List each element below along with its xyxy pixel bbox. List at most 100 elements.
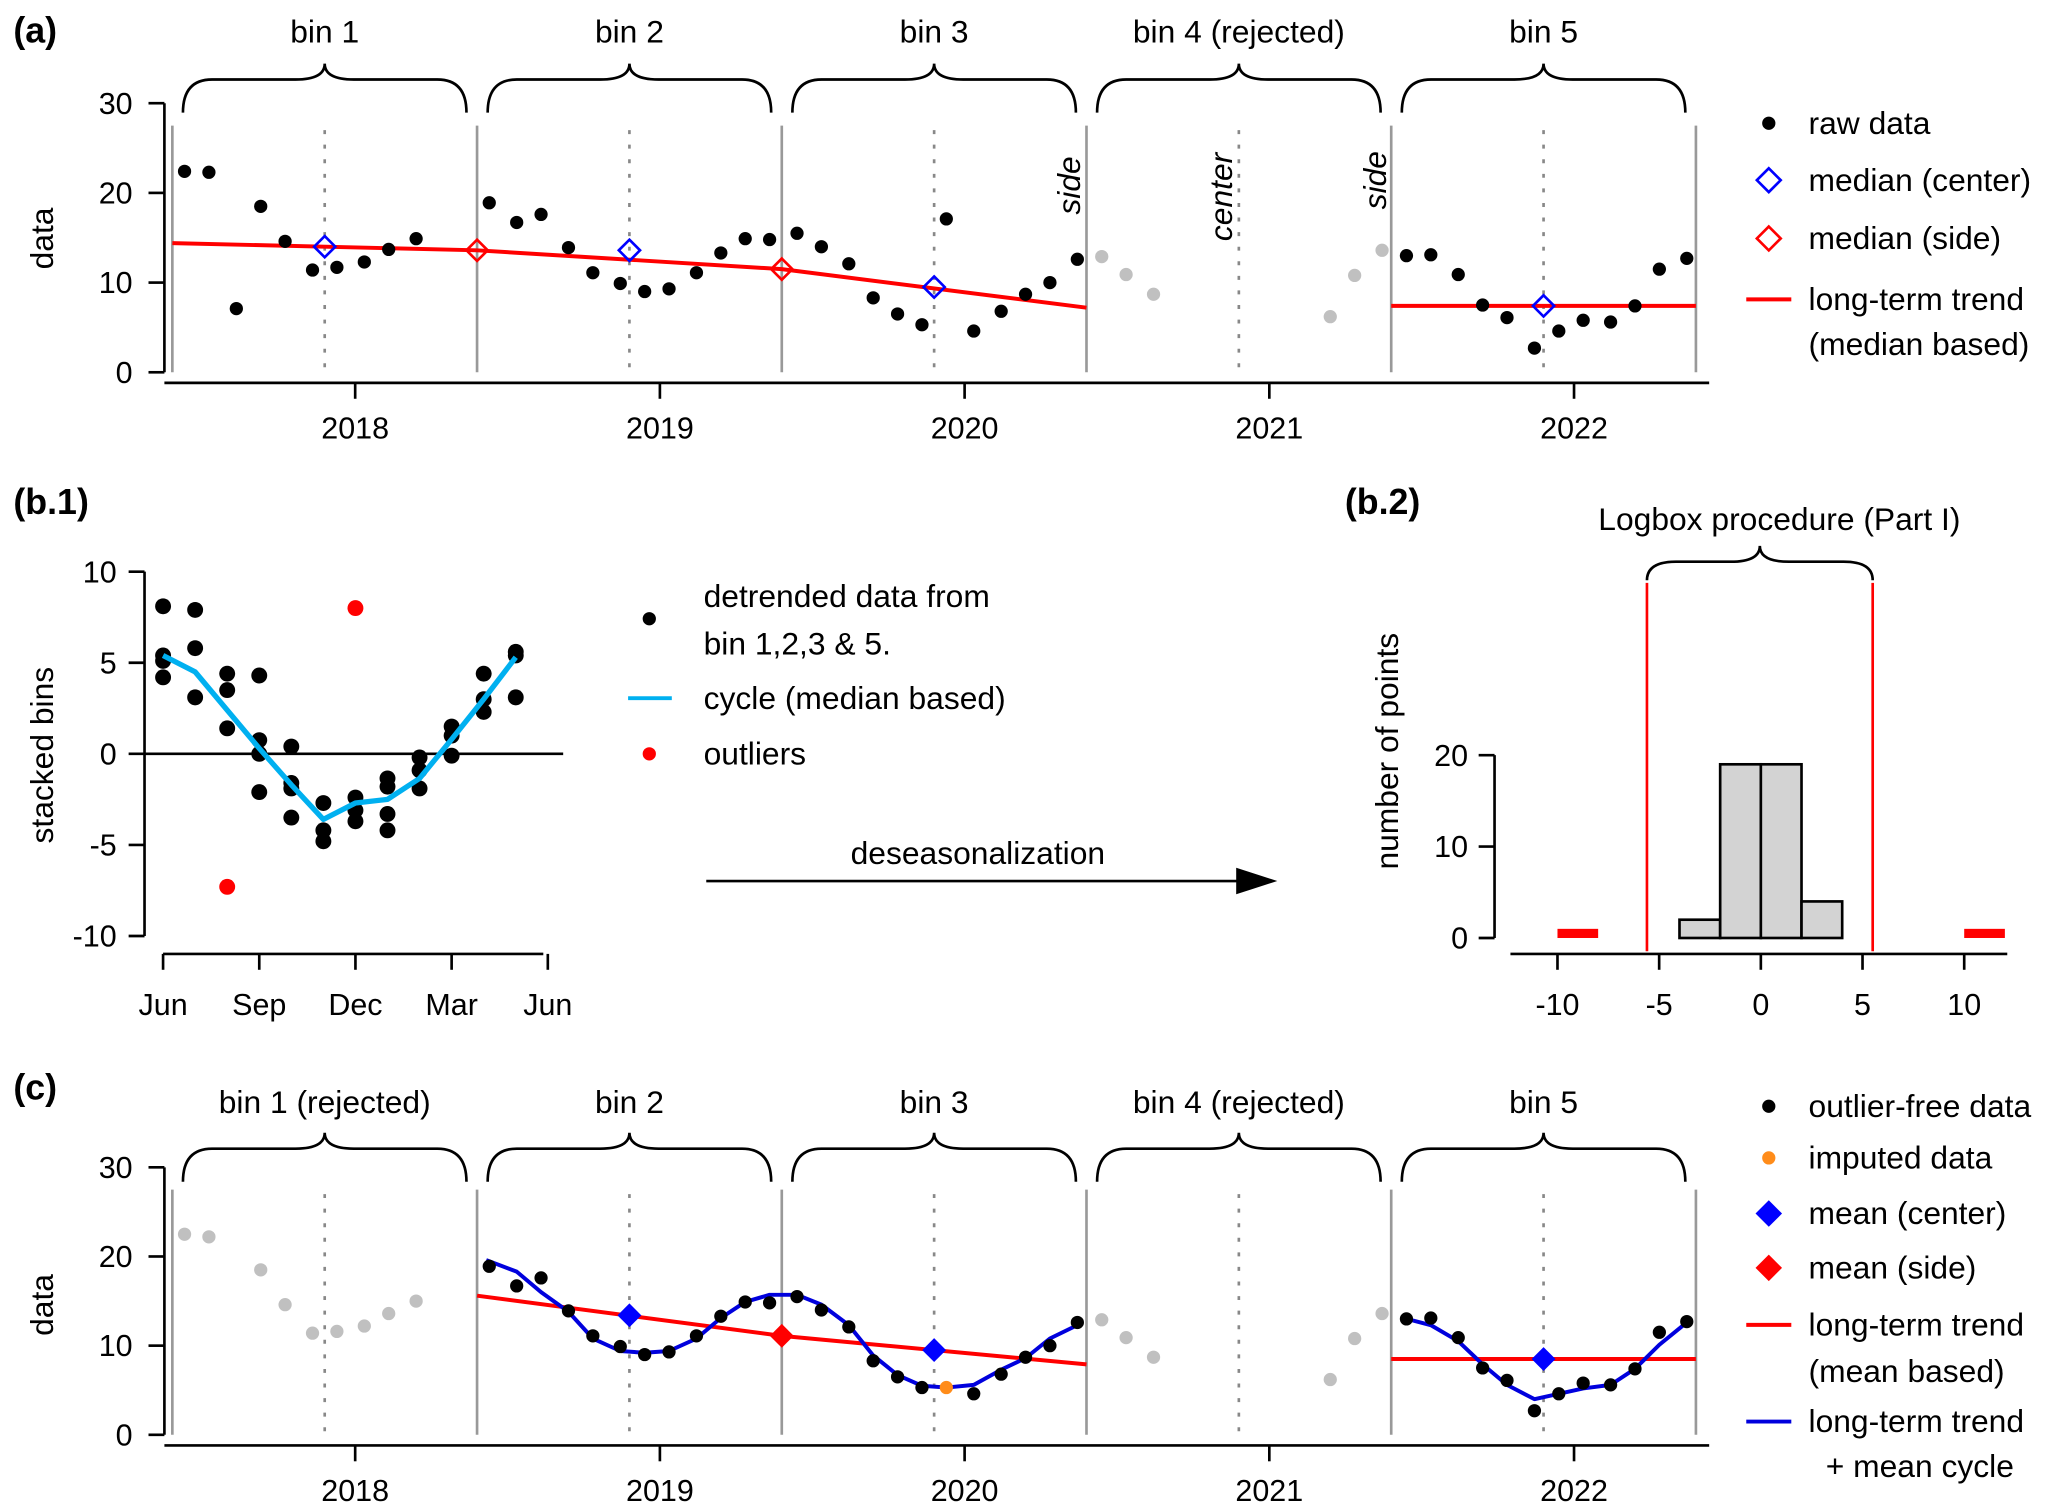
panel-c-outlier-free-point — [866, 1354, 880, 1368]
panel-b2-y-tick-label: 20 — [1434, 739, 1468, 773]
panel-c-rejected-point — [1095, 1313, 1109, 1327]
panel-a-raw-point — [1628, 299, 1642, 313]
panel-a-raw-point — [790, 226, 804, 240]
panel_a-x-tick-label: 2021 — [1235, 412, 1303, 446]
panel_a-bin-label: bin 4 (rejected) — [1133, 13, 1345, 49]
panel-a-raw-point — [714, 246, 728, 260]
panel-c-outlier-free-point — [1527, 1404, 1542, 1418]
panel_a-bin-label: bin 3 — [900, 13, 969, 49]
legend-mean-side-marker — [1755, 1254, 1783, 1282]
panel-a-raw-point — [482, 196, 496, 210]
panel-c-outlier-free-point — [1628, 1362, 1642, 1376]
panel-a-raw-point — [689, 266, 704, 280]
legend-detrended-line2: bin 1,2,3 & 5. — [704, 625, 891, 661]
panel-b2-histogram-bar — [1759, 762, 1803, 940]
panel-a-median-center — [312, 234, 338, 260]
panel-c-outlier-free-point — [1424, 1311, 1438, 1325]
panel-a-raw-point — [229, 301, 243, 316]
panel-a-raw-point — [662, 282, 676, 296]
legend-cycle: cycle (median based) — [704, 680, 1006, 716]
panel_a-bin-label: bin 5 — [1509, 13, 1578, 49]
panel-a-raw-point — [1451, 267, 1465, 282]
panel-a-median-side — [769, 256, 795, 282]
panel-a-raw-point — [1527, 341, 1542, 355]
panel-b1-detrended-point — [187, 601, 204, 618]
panel-b1-x-tick-label: Sep — [232, 988, 286, 1022]
panel-c-rejected-point — [1119, 1330, 1133, 1345]
panel-a-rejected-point — [1348, 268, 1362, 283]
panel-a-raw-point — [586, 266, 600, 280]
panel-b1-x-tick-label: Mar — [425, 988, 477, 1022]
panel-a-rejected-point — [1119, 267, 1133, 282]
panel-b1-y-tick-label: -5 — [90, 829, 117, 863]
panel-b1-detrended-point — [187, 689, 204, 706]
panel-c-outlier-free-point — [1451, 1330, 1465, 1345]
panel-a-median-center — [616, 237, 642, 263]
panel-c-rejected-point — [278, 1298, 292, 1312]
panel_c-bin-label: bin 2 — [595, 1084, 664, 1120]
panel-a-raw-point — [638, 284, 652, 299]
panel-b1-detrended-point — [251, 784, 268, 801]
panel-a-raw-point — [305, 263, 320, 277]
panel-c-outlier-free-point — [842, 1320, 856, 1334]
panel-c-outlier-free-point — [561, 1304, 576, 1318]
panel-c-rejected-point — [330, 1324, 344, 1339]
panel-a-raw-point — [994, 304, 1008, 318]
panel-a-raw-point — [330, 260, 344, 274]
panel-c-outlier-free-point — [1603, 1378, 1618, 1392]
panel-c-rejected-point — [382, 1306, 396, 1321]
panel-b2-ylabel: number of points — [1369, 633, 1405, 870]
panel_a-bin-brace — [1400, 63, 1687, 113]
legend-imputed-marker — [1762, 1151, 1776, 1165]
panel-c-outlier-free-point — [890, 1370, 905, 1384]
panel-a-raw-point — [1070, 252, 1084, 266]
panel-a-raw-point — [1603, 315, 1618, 329]
panel-b1-detrended-point — [219, 720, 236, 737]
panel-a-raw-point — [1043, 275, 1057, 290]
panel-c-rejected-point — [254, 1263, 268, 1277]
panel-b1-x-tick-label: Dec — [328, 988, 382, 1022]
panel-a-raw-point — [613, 276, 627, 291]
panel-b1-y-tick-label: -10 — [73, 920, 117, 954]
panel-b2-brace — [1645, 545, 1875, 581]
panel-b1-detrended-point — [475, 665, 492, 682]
panel-a-raw-point — [357, 255, 371, 269]
panel-b1-detrended-point — [315, 833, 332, 850]
panel_c-y-tick-label: 10 — [99, 1329, 133, 1363]
panel-b2-x-tick-label: 5 — [1854, 988, 1871, 1022]
panel_c-x-tick-label: 2019 — [626, 1474, 694, 1508]
panel-b2-histogram-bar — [1800, 900, 1844, 940]
panel-b1-detrended-point — [283, 809, 300, 826]
panel-b1-detrended-point — [379, 778, 396, 795]
panel-c-outlier-free-point — [1576, 1376, 1590, 1390]
panel-c-rejected-point — [1323, 1372, 1337, 1387]
legend-raw-data-marker — [1762, 116, 1776, 130]
panel-a-raw-point — [1018, 287, 1033, 301]
panel-c-ylabel: data — [24, 1274, 60, 1336]
legend-trend: long-term trend — [1809, 1306, 2025, 1342]
panel-c-rejected-point — [357, 1319, 371, 1333]
panel-a-raw-point — [866, 291, 880, 305]
annotation-center: center — [1203, 151, 1239, 241]
panel-b2-y-tick-label: 10 — [1434, 830, 1468, 864]
panel-b1-detrended-point — [411, 749, 428, 766]
panel_c-bin-brace — [181, 1132, 468, 1182]
panel-a-raw-point — [1424, 248, 1438, 262]
panel-a-raw-point — [814, 240, 829, 254]
panel-c-mean-side — [769, 1323, 794, 1348]
panel-a-median-center — [1531, 293, 1557, 319]
panel_a-bin-brace — [791, 63, 1078, 113]
panel-a-ylabel: data — [24, 207, 60, 269]
panel-b1-x-tick-label: Jun — [139, 988, 188, 1022]
panel-label-b2: (b.2) — [1345, 482, 1421, 522]
legend-median-side-marker — [1754, 224, 1783, 253]
panel_c-y-tick-label: 0 — [116, 1418, 133, 1452]
annotation-side-left: side — [1051, 156, 1087, 214]
panel-a-raw-point — [1576, 313, 1590, 327]
legend-outlier-free: outlier-free data — [1809, 1088, 2032, 1124]
legend-outliers: outliers — [704, 735, 806, 771]
panel-c-mean-center — [1531, 1347, 1556, 1371]
panel-b1-detrended-point — [251, 667, 268, 684]
panel_c-y-tick-label: 20 — [99, 1240, 133, 1274]
